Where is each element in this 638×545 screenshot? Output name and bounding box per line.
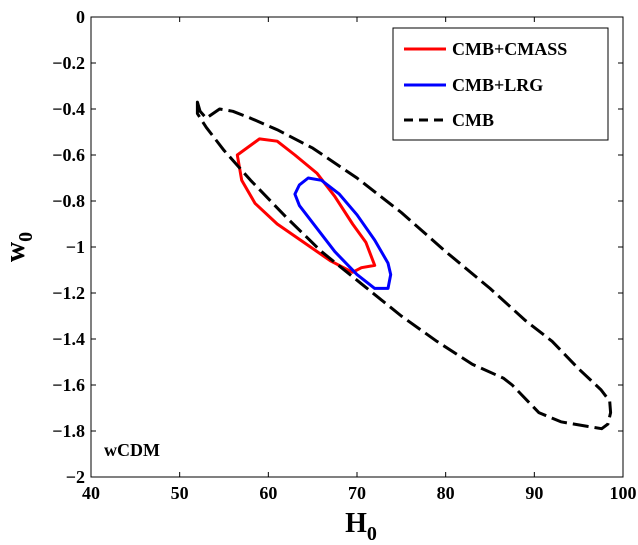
x-tick-label: 70 xyxy=(348,483,366,503)
y-tick-label: −0.4 xyxy=(52,99,85,119)
x-tick-label: 50 xyxy=(171,483,189,503)
model-annotation: wCDM xyxy=(104,440,160,460)
y-tick-label: 0 xyxy=(76,7,85,27)
series-cmb xyxy=(195,100,613,431)
y-tick-label: −0.2 xyxy=(52,53,85,73)
series-layer xyxy=(195,100,613,431)
x-axis-label: H0 xyxy=(345,508,377,545)
x-tick-label: 100 xyxy=(610,483,637,503)
legend-label-cmb-cmass: CMB+CMASS xyxy=(452,39,567,59)
y-tick-label: −1.2 xyxy=(52,283,85,303)
x-tick-label: 40 xyxy=(82,483,100,503)
x-tick-label: 80 xyxy=(437,483,455,503)
series-cmb-lrg xyxy=(293,176,393,290)
legend: CMB+CMASS CMB+LRG CMB xyxy=(392,27,609,141)
y-tick-label: −1.8 xyxy=(52,421,85,441)
y-tick-label: −1.6 xyxy=(52,375,85,395)
y-tick-label: −0.8 xyxy=(52,191,85,211)
legend-label-cmb: CMB xyxy=(452,110,494,130)
x-tick-label: 60 xyxy=(259,483,277,503)
y-tick-label: −0.6 xyxy=(52,145,85,165)
x-tick-label: 90 xyxy=(525,483,543,503)
y-tick-label: −1.4 xyxy=(52,329,85,349)
legend-label-cmb-lrg: CMB+LRG xyxy=(452,75,543,95)
y-tick-label: −1 xyxy=(66,237,85,257)
series-cmb-cmass xyxy=(235,137,377,274)
y-axis-label: w0 xyxy=(0,232,37,262)
y-tick-label: −2 xyxy=(66,467,85,487)
axes-layer: 40 50 60 70 80 90 100 0 −0.2 −0.4 −0.6 −0.8 −1 −1.2 −1… xyxy=(52,7,636,503)
